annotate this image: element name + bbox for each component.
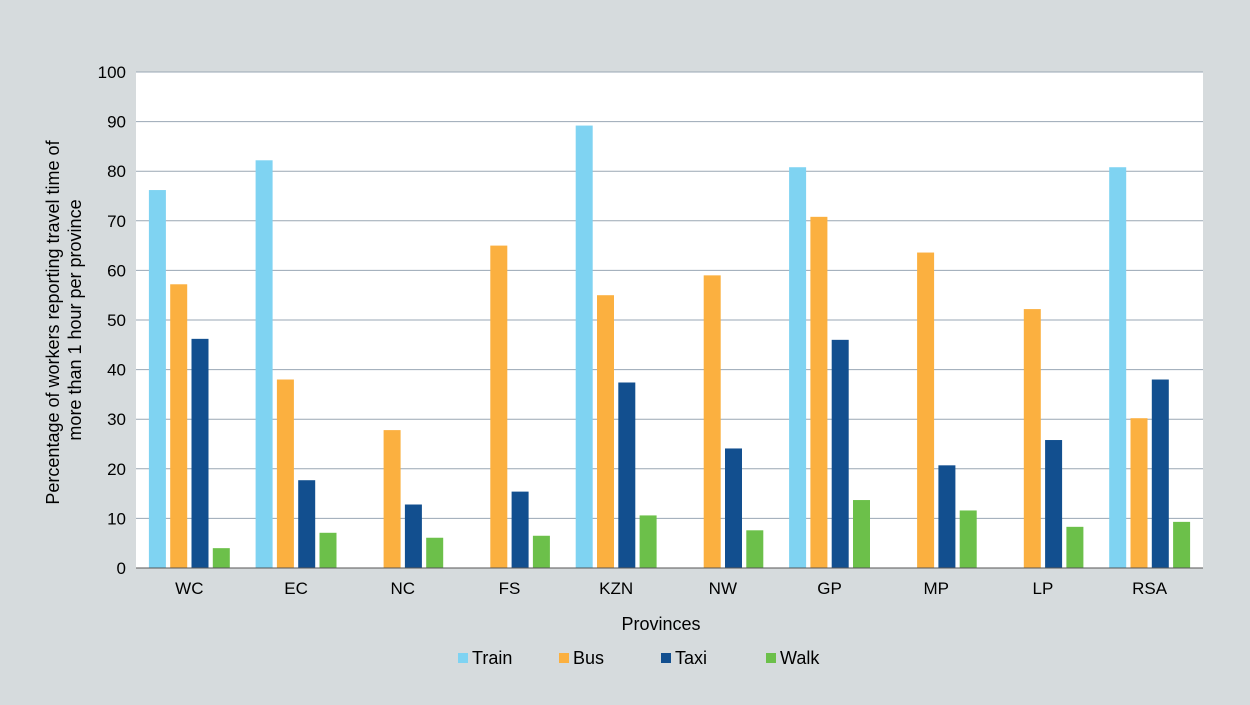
bar-train-gp xyxy=(789,167,807,568)
x-tick-label: RSA xyxy=(1132,579,1168,598)
bar-walk-nc xyxy=(426,537,444,568)
bars xyxy=(148,125,1191,569)
y-tick-label: 10 xyxy=(107,509,126,528)
legend-label: Train xyxy=(472,648,512,668)
x-tick-label: WC xyxy=(175,579,203,598)
x-tick-label: NW xyxy=(709,579,737,598)
bar-walk-rsa xyxy=(1173,521,1191,568)
bar-taxi-rsa xyxy=(1151,379,1169,568)
bar-train-wc xyxy=(148,190,166,568)
bar-bus-lp xyxy=(1023,309,1041,568)
legend-swatch xyxy=(458,653,468,663)
bar-chart: 0 10 20 30 40 50 60 70 80 90 100 WC EC NC FS KZN NW GP MP… xyxy=(43,63,1203,668)
legend-swatch xyxy=(559,653,569,663)
bar-train-rsa xyxy=(1109,167,1127,568)
bar-walk-lp xyxy=(1066,526,1084,568)
y-axis-title-line-2: more than 1 hour per province xyxy=(65,199,85,440)
y-axis-ticks: 0 10 20 30 40 50 60 70 80 90 100 xyxy=(98,63,126,578)
bar-train-kzn xyxy=(575,125,593,569)
y-tick-label: 100 xyxy=(98,63,126,82)
bar-bus-gp xyxy=(810,216,828,568)
legend-label: Taxi xyxy=(675,648,707,668)
x-tick-label: FS xyxy=(499,579,521,598)
bar-walk-mp xyxy=(959,510,977,568)
x-axis-title: Provinces xyxy=(621,614,700,634)
bar-bus-nw xyxy=(703,275,721,568)
gridlines xyxy=(136,71,1203,519)
bar-taxi-fs xyxy=(511,491,529,568)
bar-walk-kzn xyxy=(639,515,657,568)
bar-bus-mp xyxy=(917,252,935,568)
bar-train-ec xyxy=(255,160,273,568)
bar-bus-ec xyxy=(276,379,294,568)
y-tick-label: 60 xyxy=(107,261,126,280)
bar-bus-fs xyxy=(490,245,508,568)
bar-walk-wc xyxy=(212,548,230,568)
y-axis-title-line-1: Percentage of workers reporting travel t… xyxy=(43,139,63,504)
bar-taxi-ec xyxy=(298,480,316,568)
x-axis-ticks: WC EC NC FS KZN NW GP MP LP RSA xyxy=(175,579,1168,598)
bar-walk-nw xyxy=(746,530,764,568)
bar-taxi-gp xyxy=(831,339,849,568)
bar-taxi-kzn xyxy=(618,382,636,568)
y-tick-label: 40 xyxy=(107,361,126,380)
y-tick-label: 70 xyxy=(107,212,126,231)
bar-bus-nc xyxy=(383,430,401,568)
y-tick-label: 0 xyxy=(117,559,126,578)
bar-walk-fs xyxy=(532,535,550,568)
bar-walk-gp xyxy=(853,500,870,568)
bar-taxi-wc xyxy=(191,338,209,568)
x-tick-label: MP xyxy=(924,579,950,598)
legend-item-train: Train xyxy=(458,648,512,668)
x-tick-label: LP xyxy=(1033,579,1054,598)
bar-taxi-nc xyxy=(404,504,422,568)
y-axis-title: Percentage of workers reporting travel t… xyxy=(43,135,85,504)
y-tick-label: 30 xyxy=(107,410,126,429)
y-tick-label: 80 xyxy=(107,162,126,181)
bar-walk-ec xyxy=(319,532,337,568)
y-tick-label: 50 xyxy=(107,311,126,330)
y-tick-label: 20 xyxy=(107,460,126,479)
x-tick-label: GP xyxy=(817,579,842,598)
legend-item-walk: Walk xyxy=(766,648,820,668)
bar-bus-kzn xyxy=(597,295,614,568)
bar-taxi-nw xyxy=(725,448,742,568)
chart-container: 0 10 20 30 40 50 60 70 80 90 100 WC EC NC FS KZN NW GP MP… xyxy=(3,3,1248,703)
legend-item-taxi: Taxi xyxy=(661,648,707,668)
x-tick-label: EC xyxy=(284,579,308,598)
bar-bus-rsa xyxy=(1130,418,1148,568)
legend-swatch xyxy=(661,653,671,663)
legend-label: Walk xyxy=(780,648,820,668)
legend-swatch xyxy=(766,653,776,663)
bar-taxi-mp xyxy=(938,465,956,568)
legend: Train Bus Taxi Walk xyxy=(458,648,820,668)
legend-item-bus: Bus xyxy=(559,648,604,668)
bar-taxi-lp xyxy=(1045,440,1063,568)
x-tick-label: NC xyxy=(390,579,415,598)
legend-label: Bus xyxy=(573,648,604,668)
x-tick-label: KZN xyxy=(599,579,633,598)
bar-bus-wc xyxy=(170,284,188,568)
y-tick-label: 90 xyxy=(107,113,126,132)
